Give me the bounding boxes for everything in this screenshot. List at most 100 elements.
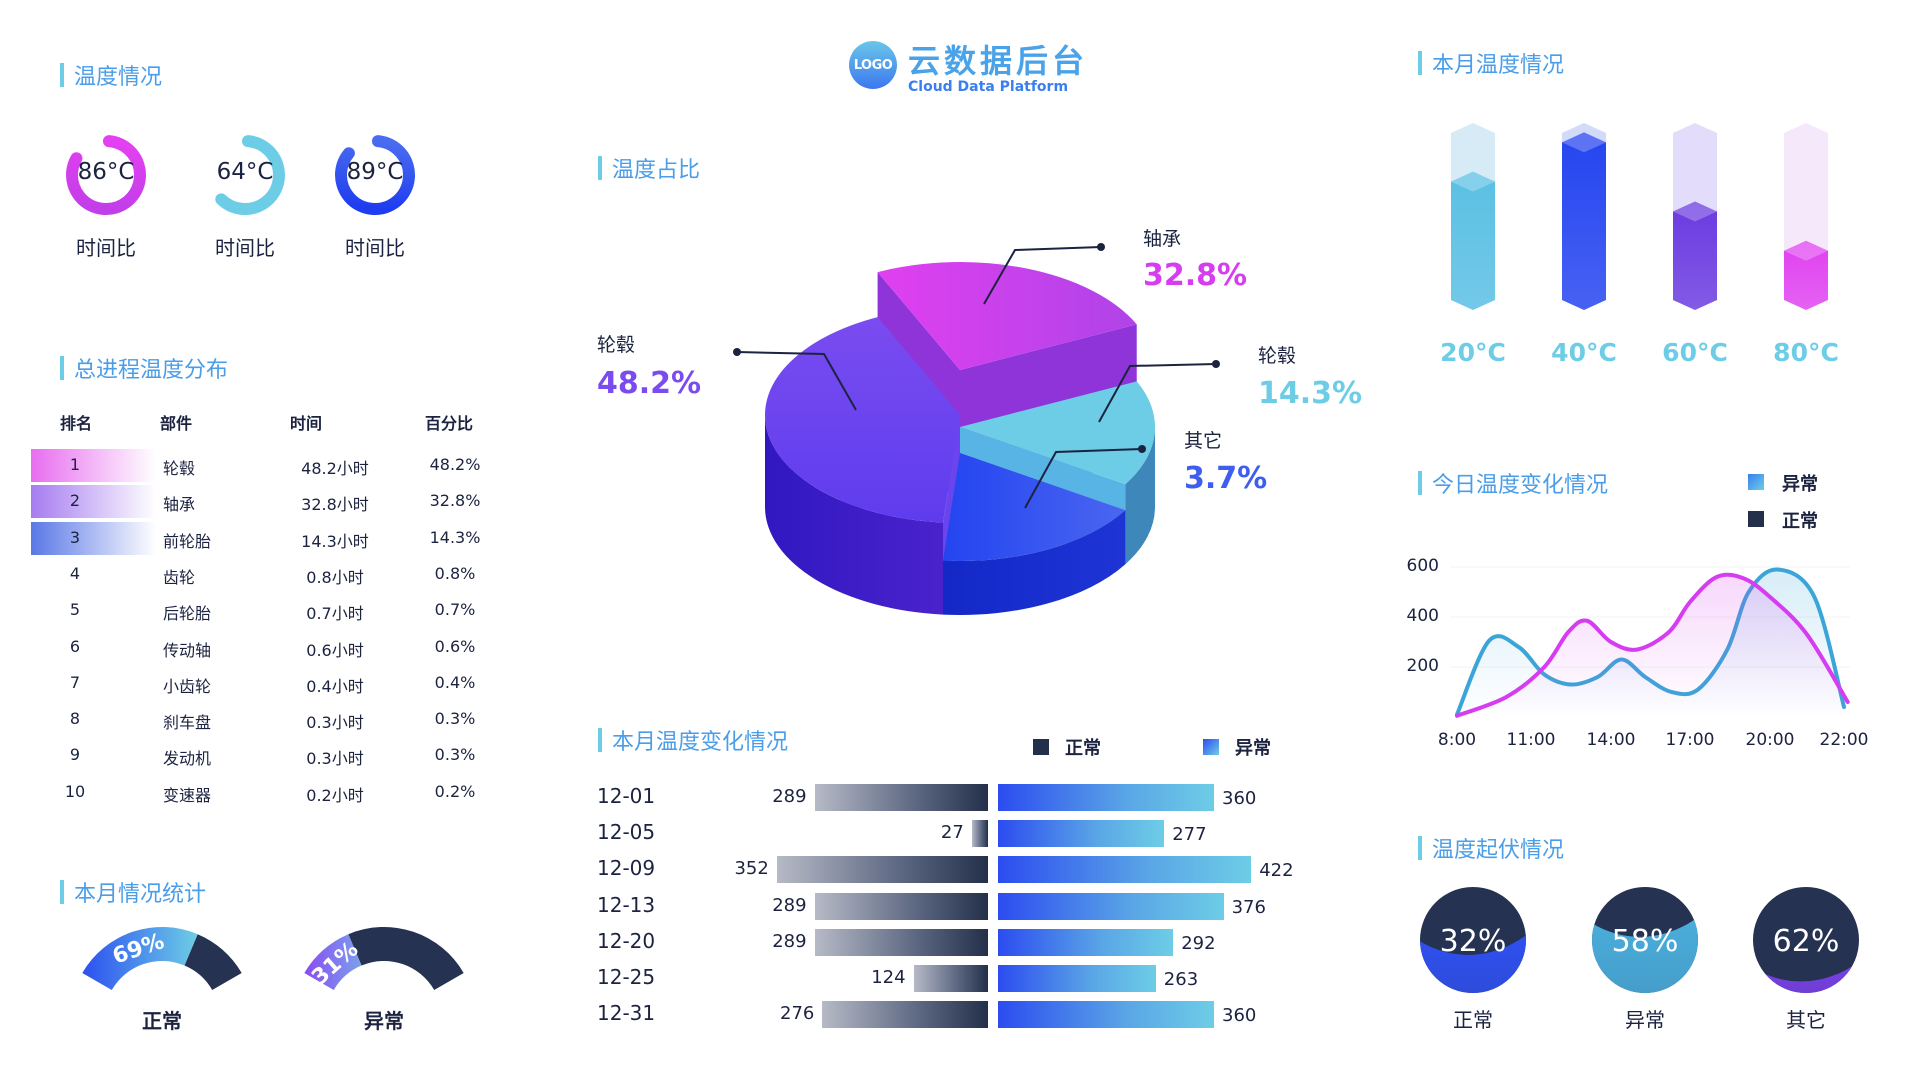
series-line: [1455, 572, 1850, 718]
table-cell: 0.3小时: [306, 749, 364, 769]
title-accent: [60, 880, 64, 904]
section-title-today: 今日温度变化情况: [1418, 470, 1609, 498]
pie-label-value: 3.7%: [1184, 461, 1268, 496]
table-cell: 3: [69, 527, 81, 547]
gauge-label: 异常: [364, 1009, 404, 1033]
title-text: 温度情况: [74, 65, 163, 90]
pie-label-value: 14.3%: [1258, 376, 1363, 411]
title-text: 今日温度变化情况: [1432, 473, 1609, 498]
table-cell: 2: [69, 491, 81, 511]
pie-slice-side: [1125, 427, 1155, 565]
bar-normal: [776, 856, 988, 884]
bar-normal-value: 27: [940, 822, 964, 844]
section-title-share: 温度占比: [598, 155, 700, 183]
pie-slice-side: [943, 510, 1126, 615]
x-tick-label: 20:00: [1745, 730, 1795, 750]
section-title-month-temp: 本月温度情况: [1418, 50, 1564, 78]
pie-leader-line: [1024, 448, 1143, 509]
section-title-fluctuation: 温度起伏情况: [1418, 835, 1564, 863]
x-tick-label: 11:00: [1506, 730, 1556, 750]
table-header-1: 部件: [160, 414, 193, 433]
level-bar-label: 60°C: [1662, 338, 1728, 367]
table-cell: 后轮胎: [163, 604, 212, 624]
level-bar-cap: [1562, 132, 1606, 153]
ring-label: 时间比: [345, 236, 405, 260]
section-title-monthly-stats: 本月情况统计: [60, 879, 207, 907]
title-text: 本月情况统计: [74, 882, 207, 907]
level-bar-fill: [1562, 132, 1606, 310]
pie-leader-line: [736, 351, 857, 411]
table-header-2: 时间: [290, 414, 323, 433]
liquid-gauge: 62%: [1753, 887, 1859, 993]
table-cell: 0.3%: [434, 709, 476, 729]
table-cell: 32.8小时: [301, 495, 369, 515]
liquid-label: 正常: [1453, 1008, 1493, 1032]
rank-highlight: [31, 521, 156, 555]
date-label: 12-20: [597, 928, 656, 953]
level-bar: [1451, 123, 1495, 310]
level-bar: [1673, 123, 1717, 310]
table-cell: 发动机: [163, 749, 212, 769]
liquid-gauge: 32%: [1420, 887, 1526, 993]
table-cell: 小齿轮: [163, 676, 212, 696]
ring-value: 64°C: [216, 159, 274, 185]
table-cell: 0.4%: [434, 672, 476, 692]
table-cell: 8: [69, 709, 81, 729]
ring-arc: [205, 135, 285, 215]
ring-arc: [66, 135, 146, 216]
bar-normal-value: 276: [780, 1003, 815, 1025]
pie-leader-dot: [733, 348, 741, 356]
app-title: 云数据后台: [908, 42, 1089, 80]
title-accent: [1418, 836, 1422, 860]
date-label: 12-31: [597, 1001, 656, 1026]
ring-gauge: [66, 135, 146, 216]
legend-label: 异常: [1782, 474, 1818, 495]
x-tick-label: 22:00: [1819, 730, 1869, 750]
bar-abnormal-value: 376: [1231, 896, 1266, 918]
bar-normal: [814, 892, 988, 920]
table-cell: 0.3小时: [306, 713, 364, 733]
ring-arc: [335, 134, 415, 215]
pie-slice-side: [765, 415, 944, 615]
bar-abnormal: [998, 820, 1165, 848]
bar-normal-value: 289: [772, 930, 807, 952]
bar-abnormal: [998, 928, 1174, 956]
title-accent: [60, 63, 64, 87]
table-cell: 14.3%: [429, 527, 481, 547]
date-label: 12-09: [597, 856, 656, 881]
bar-abnormal: [998, 784, 1214, 811]
pie-label-name: 轮毂: [1258, 345, 1297, 367]
pie-slice-top: [943, 453, 1126, 561]
table-cell: 刹车盘: [163, 713, 212, 733]
liquid-label: 其它: [1786, 1008, 1826, 1032]
table-cell: 前轮胎: [163, 531, 212, 551]
gauge-track: [348, 927, 464, 990]
table-cell: 齿轮: [163, 567, 196, 587]
pie-leader-dot: [1097, 243, 1105, 251]
level-bar-fill: [1451, 171, 1495, 310]
pie-label-value: 48.2%: [597, 366, 702, 401]
pie-leader-line: [1098, 363, 1217, 423]
y-tick-label: 600: [1406, 556, 1439, 576]
table-cell: 32.8%: [429, 491, 481, 511]
ring-label: 时间比: [76, 236, 136, 260]
liquid-fill: [1753, 961, 1859, 993]
title-accent: [598, 156, 602, 180]
pie-label-name: 轴承: [1143, 228, 1182, 250]
level-bar: [1562, 123, 1606, 310]
legend-label: 异常: [1235, 738, 1271, 759]
table-cell: 0.7小时: [306, 604, 364, 624]
liquid-fill: [1592, 917, 1698, 993]
liquid-bg: [1753, 887, 1859, 993]
date-label: 12-25: [597, 965, 656, 989]
level-bar: [1784, 123, 1828, 310]
legend-swatch: [1033, 739, 1049, 755]
y-tick-label: 200: [1406, 656, 1439, 676]
x-tick-label: 17:00: [1665, 730, 1715, 750]
table-cell: 1: [69, 455, 81, 474]
rank-highlight: [31, 449, 156, 482]
pie-slice-top: [877, 262, 1137, 370]
table-cell: 0.2%: [434, 781, 476, 801]
ring-label: 时间比: [215, 236, 275, 260]
